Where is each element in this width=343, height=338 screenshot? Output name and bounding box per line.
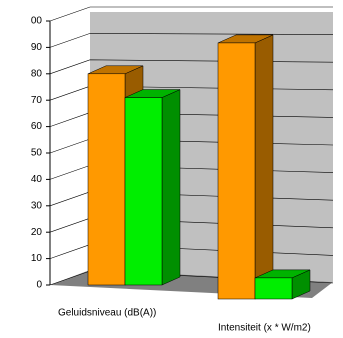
y-tick-label: 20 [31, 227, 43, 238]
bar-side [254, 34, 274, 300]
y-tick-label: 00 [31, 16, 43, 27]
y-tick-label: 80 [31, 68, 43, 79]
y-tick-label: 70 [31, 95, 43, 106]
y-tick-label: 0 [36, 280, 42, 291]
y-tick-label: 90 [31, 42, 43, 53]
bar [87, 73, 126, 286]
y-tick-label: 30 [31, 200, 43, 211]
bar [124, 97, 163, 286]
y-tick-label: 60 [31, 121, 43, 132]
grid-line [49, 6, 333, 22]
grid-line [49, 33, 334, 48]
x-tick-label: Intensiteit (x * W/m2) [218, 323, 311, 334]
y-tick-label: 50 [31, 148, 43, 159]
bar [217, 42, 256, 300]
bar-side [161, 89, 181, 286]
bar [254, 277, 293, 300]
y-tick-label: 10 [31, 253, 43, 264]
y-tick-label: 40 [31, 174, 43, 185]
x-tick-label: Geluidsniveau (dB(A)) [58, 308, 156, 319]
